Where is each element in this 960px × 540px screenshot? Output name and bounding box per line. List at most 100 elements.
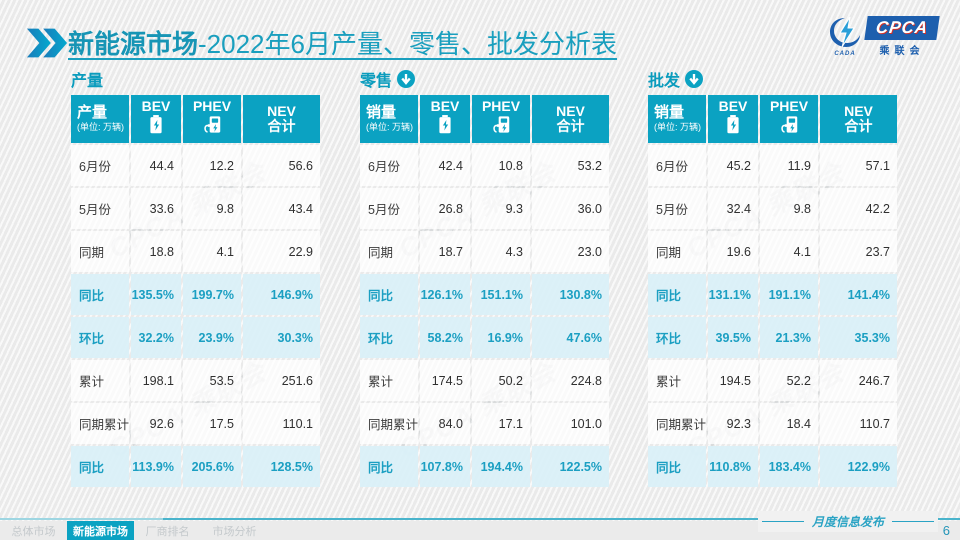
footer-divider [0, 518, 960, 520]
title-prefix: 新能源市场 [68, 29, 199, 59]
nev-total-value: 122.9% [820, 446, 897, 487]
row-label: 累计 [648, 360, 706, 401]
phev-value: 199.7% [183, 274, 241, 315]
row-label: 5月份 [360, 188, 418, 229]
row-label: 6月份 [360, 145, 418, 186]
phev-column-label: PHEV [481, 98, 521, 115]
nev-total-value: 35.3% [820, 317, 897, 358]
nav-tab-总体市场[interactable]: 总体市场 [11, 525, 56, 538]
row-label: 累计 [71, 360, 129, 401]
unit-label: (单位: 万辆) [654, 121, 701, 132]
section-title: 批发 [648, 66, 899, 92]
charging-station-icon [780, 115, 799, 139]
nev-total-value: 22.9 [243, 231, 320, 272]
header-bev-cell: BEV [708, 95, 758, 143]
bev-value: 126.1% [420, 274, 470, 315]
phev-value: 151.1% [472, 274, 530, 315]
footer-note: 月度信息发布 [757, 511, 938, 532]
phev-value: 17.1 [472, 403, 530, 444]
page-number: 6 [942, 523, 950, 538]
nev-total-value: 23.7 [820, 231, 897, 272]
phev-value: 21.3% [760, 317, 818, 358]
footer-note-text: 月度信息发布 [811, 515, 884, 529]
bev-value: 44.4 [131, 145, 181, 186]
header-nev-cell: NEV 合计 [532, 95, 609, 143]
nev-column-label-line1: NEV [844, 102, 873, 119]
nav-tab-厂商排名[interactable]: 厂商排名 [145, 525, 190, 538]
cpca-logo-text: CPCA 乘联会 [864, 15, 940, 57]
data-table: 销量 (单位: 万辆) BEV PHEV NEV 合计 6月份 42.4 10.8 53.2 5月份… [360, 95, 611, 487]
nev-total-value: 110.1 [243, 403, 320, 444]
row-label: 同比 [360, 274, 418, 315]
battery-icon [726, 114, 740, 139]
nev-total-value: 43.4 [243, 188, 320, 229]
phev-value: 183.4% [760, 446, 818, 487]
measure-label: 销量 [654, 104, 685, 122]
section-title: 零售 [360, 66, 611, 92]
nav-tab-新能源市场[interactable]: 新能源市场 [67, 521, 134, 540]
row-label: 环比 [648, 317, 706, 358]
section-title: 产量 [71, 66, 322, 92]
row-label: 环比 [360, 317, 418, 358]
page-title: 新能源市场-2022年6月产量、零售、批发分析表 [68, 24, 617, 61]
bev-value: 42.4 [420, 145, 470, 186]
bev-value: 84.0 [420, 403, 470, 444]
row-label: 6月份 [648, 145, 706, 186]
header-bev-cell: BEV [131, 95, 181, 143]
nev-total-value: 56.6 [243, 145, 320, 186]
nev-total-value: 251.6 [243, 360, 320, 401]
nev-column-label-line2: 合计 [556, 118, 585, 134]
battery-icon [438, 114, 452, 139]
nev-total-value: 110.7 [820, 403, 897, 444]
bev-value: 131.1% [708, 274, 758, 315]
header-nev-cell: NEV 合计 [243, 95, 320, 143]
nav-tab-市场分析[interactable]: 市场分析 [212, 525, 257, 538]
nev-total-value: 42.2 [820, 188, 897, 229]
section-label: 零售 [360, 73, 393, 90]
row-label: 同期 [71, 231, 129, 272]
row-label: 同期 [360, 231, 418, 272]
row-label: 环比 [71, 317, 129, 358]
charging-station-icon [492, 115, 511, 139]
unit-label: (单位: 万辆) [77, 121, 124, 132]
bev-value: 92.6 [131, 403, 181, 444]
phev-value: 9.8 [760, 188, 818, 229]
row-label: 同期累计 [71, 403, 129, 444]
measure-label: 销量 [366, 104, 397, 122]
slide-header: 新能源市场-2022年6月产量、零售、批发分析表 CADA CPCA 乘联会 [0, 0, 960, 64]
bev-value: 39.5% [708, 317, 758, 358]
nev-total-value: 246.7 [820, 360, 897, 401]
bev-value: 198.1 [131, 360, 181, 401]
row-label: 同比 [71, 274, 129, 315]
battery-icon [149, 114, 163, 139]
bev-column-label: BEV [718, 98, 748, 115]
row-label: 同比 [648, 274, 706, 315]
nev-total-value: 128.5% [243, 446, 320, 487]
bev-value: 45.2 [708, 145, 758, 186]
production-table: 产量 产量 (单位: 万辆) BEV PHEV NEV 合计 6月份 44.4 12.2 56.6 5… [71, 66, 322, 487]
phev-value: 205.6% [183, 446, 241, 487]
header-nev-cell: NEV 合计 [820, 95, 897, 143]
nev-total-value: 146.9% [243, 274, 320, 315]
nev-total-value: 122.5% [532, 446, 609, 487]
phev-value: 12.2 [183, 145, 241, 186]
row-label: 同比 [71, 446, 129, 487]
bev-value: 18.7 [420, 231, 470, 272]
data-table: 产量 (单位: 万辆) BEV PHEV NEV 合计 6月份 44.4 12.2 56.6 5月份… [71, 95, 322, 487]
charging-station-icon [203, 115, 222, 139]
phev-value: 18.4 [760, 403, 818, 444]
bev-value: 110.8% [708, 446, 758, 487]
phev-value: 50.2 [472, 360, 530, 401]
nev-total-value: 47.6% [532, 317, 609, 358]
cpca-wordmark: CPCA [864, 15, 940, 40]
arrow-down-icon [397, 70, 416, 88]
phev-value: 9.3 [472, 188, 530, 229]
header-measure-cell: 产量 (单位: 万辆) [71, 95, 129, 143]
nev-total-value: 30.3% [243, 317, 320, 358]
cpca-logo: CADA CPCA 乘联会 [828, 12, 946, 60]
nev-column-label-line2: 合计 [844, 118, 873, 134]
header-phev-cell: PHEV [760, 95, 818, 143]
bev-value: 113.9% [131, 446, 181, 487]
phev-value: 194.4% [472, 446, 530, 487]
retail-table: 零售 销量 (单位: 万辆) BEV PHEV NEV 合计 6月份 42.4 10.8 53.2 5… [360, 66, 611, 487]
